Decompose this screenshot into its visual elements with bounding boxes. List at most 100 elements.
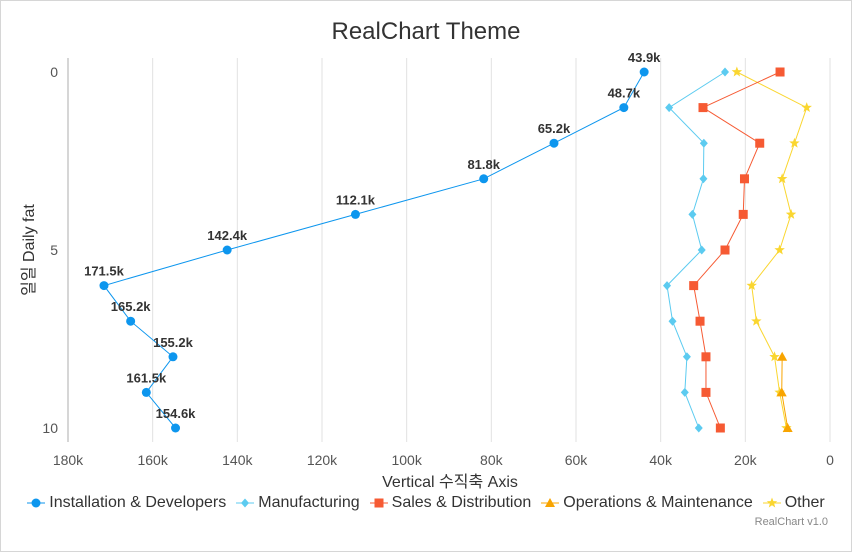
data-point[interactable] <box>755 138 765 148</box>
data-point[interactable] <box>801 102 812 113</box>
data-label: 48.7k <box>608 86 641 101</box>
data-point[interactable] <box>549 138 559 148</box>
data-point[interactable] <box>776 173 788 184</box>
data-label: 171.5k <box>84 264 125 279</box>
x-tick-label: 160k <box>137 452 168 468</box>
data-point[interactable] <box>715 423 725 433</box>
data-label: 155.2k <box>153 335 194 350</box>
x-tick-label: 20k <box>734 452 758 468</box>
data-point[interactable] <box>168 352 178 362</box>
legend-symbol <box>31 498 41 508</box>
data-point[interactable] <box>126 316 136 326</box>
data-point[interactable] <box>777 351 788 361</box>
data-point[interactable] <box>171 423 181 433</box>
x-tick-label: 120k <box>307 452 338 468</box>
series-other <box>731 66 812 433</box>
y-tick-label: 5 <box>50 242 58 258</box>
chart-title: RealChart Theme <box>331 18 521 45</box>
legend-item-operations-maintenance[interactable]: Operations & Maintenance <box>541 494 753 512</box>
legend-symbol <box>374 498 384 508</box>
legend-item-manufacturing[interactable]: Manufacturing <box>236 494 360 512</box>
legend-marker <box>27 498 46 508</box>
data-point[interactable] <box>699 138 708 148</box>
data-point[interactable] <box>619 103 629 113</box>
x-tick-label: 60k <box>565 452 589 468</box>
legend-label: Installation & Developers <box>49 494 227 511</box>
data-point[interactable] <box>680 387 689 397</box>
data-point[interactable] <box>682 352 691 362</box>
data-label: 112.1k <box>336 192 376 207</box>
x-tick-label: 100k <box>391 452 422 468</box>
legend-label: Other <box>784 494 825 511</box>
series-manufacturing <box>663 67 730 433</box>
data-point[interactable] <box>663 281 672 291</box>
y-tick-label: 10 <box>42 420 58 436</box>
data-point[interactable] <box>350 209 360 219</box>
x-tick-label: 0 <box>826 452 834 468</box>
y-axis-title: 일일 Daily fat <box>20 204 38 296</box>
x-tick-label: 140k <box>222 452 253 468</box>
x-axis-ticks: 180k 160k 140k 120k 100k 80k 60k 40k 20k 0 <box>53 452 834 468</box>
data-label: 81.8k <box>467 157 500 172</box>
data-point[interactable] <box>694 423 703 433</box>
legend-label: Operations & Maintenance <box>563 494 753 511</box>
data-point[interactable] <box>698 103 708 113</box>
data-point[interactable] <box>789 137 800 148</box>
data-point[interactable] <box>222 245 232 255</box>
legend-item-installation-developers[interactable]: Installation & Developers <box>27 494 226 512</box>
series-installation-developers: 43.9k 48.7k 65.2k 81.8k 112.1k 142.4k 171.5k 16… <box>84 50 661 433</box>
data-point[interactable] <box>782 423 793 432</box>
data-point[interactable] <box>731 66 743 77</box>
data-point[interactable] <box>695 316 705 326</box>
data-point[interactable] <box>746 280 757 291</box>
series-line <box>693 71 781 429</box>
data-point[interactable] <box>689 281 699 291</box>
data-label: 43.9k <box>628 50 661 65</box>
data-point[interactable] <box>769 351 780 362</box>
data-point[interactable] <box>721 67 730 77</box>
grid-lines <box>152 58 831 442</box>
data-point[interactable] <box>751 315 762 326</box>
data-point[interactable] <box>701 387 711 397</box>
series-operations-maintenance <box>776 351 793 432</box>
legend-label: Sales & Distribution <box>391 494 532 511</box>
credit-label: RealChart v1.0 <box>754 516 828 528</box>
x-tick-label: 80k <box>480 452 504 468</box>
data-label: 161.5k <box>126 370 167 385</box>
legend-symbol <box>766 497 777 508</box>
series-sales-distribution <box>689 67 785 433</box>
data-label: 142.4k <box>207 228 248 243</box>
legend-marker <box>541 498 560 507</box>
data-point[interactable] <box>99 281 109 291</box>
legend-item-other[interactable]: Other <box>762 494 825 512</box>
data-point[interactable] <box>774 244 785 255</box>
data-point[interactable] <box>668 316 677 326</box>
data-point[interactable] <box>720 245 730 255</box>
data-point[interactable] <box>775 67 785 77</box>
legend-label: Manufacturing <box>258 494 360 511</box>
data-point[interactable] <box>141 387 151 397</box>
data-point[interactable] <box>665 103 674 113</box>
data-point[interactable] <box>688 209 697 219</box>
data-point[interactable] <box>701 352 711 362</box>
series-line <box>666 71 726 429</box>
legend-marker <box>236 498 255 508</box>
data-point[interactable] <box>479 174 489 184</box>
y-axis-ticks: 0 5 10 <box>42 64 58 436</box>
data-point[interactable] <box>739 174 749 184</box>
x-axis-title: Vertical 수직축 Axis <box>382 473 518 491</box>
x-tick-label: 40k <box>649 452 673 468</box>
data-point[interactable] <box>699 174 708 184</box>
data-point[interactable] <box>776 387 787 397</box>
data-point[interactable] <box>639 67 649 77</box>
legend-item-sales-distribution[interactable]: Sales & Distribution <box>369 494 532 512</box>
data-label: 165.2k <box>111 299 152 314</box>
y-tick-label: 0 <box>50 64 58 80</box>
legend-marker <box>762 497 781 508</box>
data-point[interactable] <box>697 245 706 255</box>
data-point[interactable] <box>785 208 797 219</box>
data-point[interactable] <box>738 209 748 219</box>
x-tick-label: 180k <box>53 452 84 468</box>
